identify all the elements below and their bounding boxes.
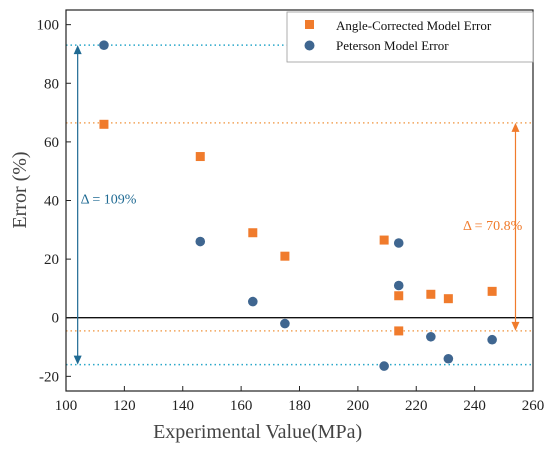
y-tick-label: -20 [39,369,59,385]
delta-arrows [73,45,520,365]
reference-lines [66,44,533,366]
marker-peterson [487,334,497,345]
marker-angle-corrected [394,291,404,301]
marker-peterson [393,238,404,248]
marker-angle-corrected [280,251,290,261]
x-axis-unit: (MPa) [311,421,362,443]
data-markers [99,40,497,371]
y-tick-label: 100 [37,18,60,34]
x-axis-title: Experimental Value [153,421,311,443]
y-tick-label: 0 [52,311,60,327]
x-tick-label: 140 [172,398,195,414]
marker-angle-corrected [248,228,258,238]
marker-angle-corrected [379,235,389,245]
x-tick-label: 180 [288,398,311,414]
marker-peterson [280,318,290,329]
x-tick-label: 240 [463,398,486,414]
y-tick-label: 60 [44,135,59,151]
legend-box [286,11,534,63]
marker-angle-corrected [443,294,453,304]
x-tick-label: 120 [113,398,136,414]
delta-arrow-head-bottom-1 [511,321,520,331]
x-tick-label: 260 [522,398,545,414]
x-tick-label: 100 [55,398,78,414]
delta-arrow-head-top-0 [73,45,82,55]
y-axis-title: Error (%) [9,151,31,228]
marker-angle-corrected [195,152,205,162]
axis-ticks: 100 120 140 160 180 200 220 240 260 -20 0 20 40 60 80 1… [37,18,545,414]
delta-arrow-head-top-1 [511,122,520,132]
legend-label-angle-corrected: Angle-Corrected Model Error [336,18,492,33]
delta-label-1: Δ = 70.8% [463,219,523,234]
delta-arrow-head-bottom-0 [73,355,82,365]
marker-peterson [426,331,436,342]
legend: Angle-Corrected Model Error Peterson Mod… [286,11,534,63]
marker-peterson [393,280,404,291]
x-tick-label: 200 [347,398,370,414]
y-tick-label: 40 [44,194,59,210]
marker-peterson [195,236,206,247]
y-tick-label: 20 [44,252,59,268]
delta-annotations: Δ = 109% Δ = 70.8% [81,192,523,233]
legend-marker-peterson [304,40,315,51]
marker-peterson [248,296,258,307]
x-tick-label: 160 [230,398,253,414]
marker-angle-corrected [99,119,109,129]
legend-label-peterson: Peterson Model Error [336,38,449,53]
y-tick-label: 80 [44,76,59,92]
marker-angle-corrected [394,326,404,336]
delta-label-0: Δ = 109% [81,192,137,207]
marker-angle-corrected [487,286,497,296]
marker-angle-corrected [426,289,436,299]
marker-peterson [379,361,389,371]
marker-peterson [443,353,454,364]
legend-marker-angle-corrected [305,20,314,29]
marker-peterson [99,40,109,50]
x-tick-label: 220 [405,398,428,414]
